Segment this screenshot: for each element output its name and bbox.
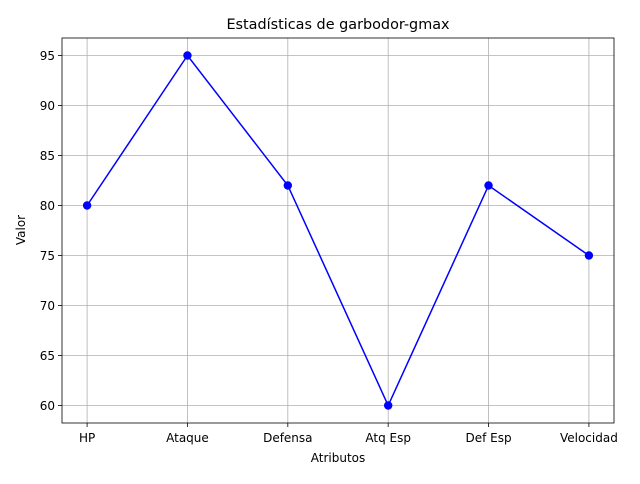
series-line <box>86 54 590 408</box>
data-point <box>484 181 493 190</box>
x-tick-label: Ataque <box>166 431 209 445</box>
y-tick-label: 70 <box>40 299 55 313</box>
x-tick-label: Atq Esp <box>365 431 411 445</box>
y-tick-label: 95 <box>40 49 55 63</box>
ticks: HP Ataque Defensa Atq Esp Def Esp Velocidad 60… <box>40 49 618 445</box>
data-point <box>283 181 293 190</box>
axes <box>61 37 615 424</box>
y-tick-label: 90 <box>40 99 55 113</box>
y-axis-label: Valor <box>14 215 28 245</box>
x-tick-label: Velocidad <box>560 431 618 445</box>
chart-title: Estadísticas de garbodor-gmax <box>226 17 450 33</box>
x-tick-label: HP <box>79 431 95 445</box>
y-tick-label: 80 <box>40 199 55 213</box>
data-point <box>183 51 192 60</box>
x-axis-label: Atributos <box>311 451 366 465</box>
x-tick-label: Defensa <box>263 431 312 445</box>
plot-frame <box>61 37 615 424</box>
grid <box>62 38 614 423</box>
data-point <box>383 401 393 410</box>
y-tick-label: 65 <box>40 349 55 363</box>
y-tick-label: 85 <box>40 149 55 163</box>
data-point <box>584 251 594 260</box>
series <box>82 51 594 410</box>
y-tick-label: 60 <box>40 399 55 413</box>
data-point <box>82 201 92 210</box>
y-tick-label: 75 <box>40 249 55 263</box>
x-tick-label: Def Esp <box>465 431 511 445</box>
